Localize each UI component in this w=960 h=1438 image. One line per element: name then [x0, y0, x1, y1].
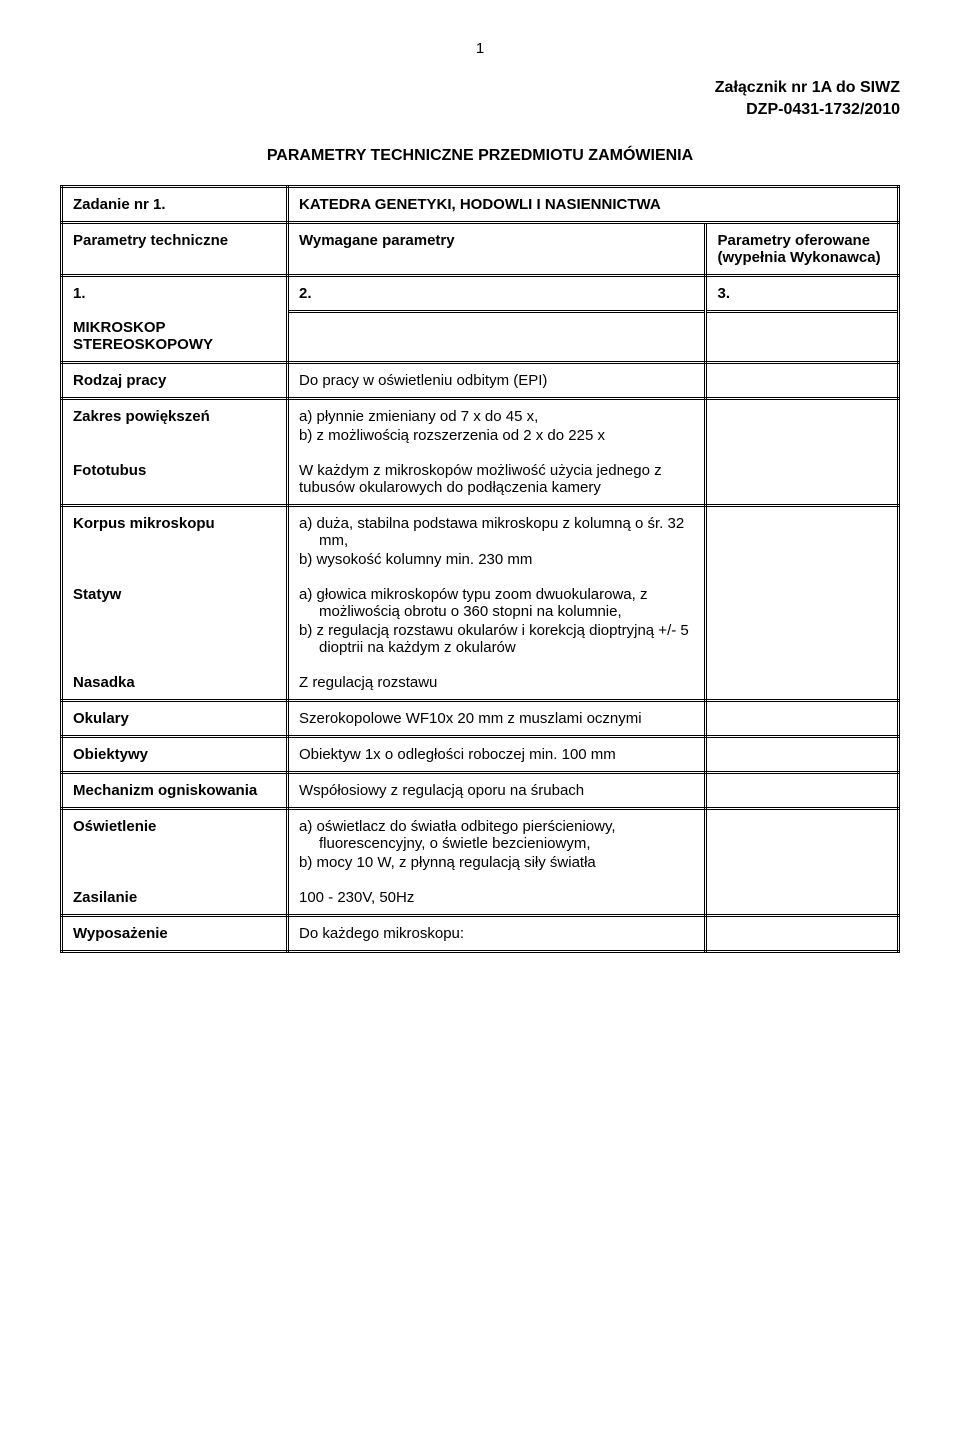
task-number-cell: Zadanie nr 1.	[62, 186, 288, 222]
row-label: Fototubus	[62, 454, 288, 506]
table-row: Zasilanie 100 - 230V, 50Hz	[62, 881, 899, 916]
table-row: Obiektywy Obiektyw 1x o odległości roboc…	[62, 737, 899, 773]
row-offered	[706, 809, 899, 882]
param-tech-label: Parametry techniczne	[62, 222, 288, 275]
row-content: a) płynnie zmieniany od 7 x do 45 x, b) …	[287, 399, 706, 455]
page-number: 1	[60, 40, 900, 57]
table-row: Wyposażenie Do każdego mikroskopu:	[62, 916, 899, 952]
row-offered	[706, 701, 899, 737]
header-right: Załącznik nr 1A do SIWZ DZP-0431-1732/20…	[60, 77, 900, 122]
table-row: Zakres powiększeń a) płynnie zmieniany o…	[62, 399, 899, 455]
row-content: Z regulacją rozstawu	[287, 666, 706, 701]
number-row: 1. 2. 3.	[62, 275, 899, 311]
row-content: Obiektyw 1x o odległości roboczej min. 1…	[287, 737, 706, 773]
row-label: Zakres powiększeń	[62, 399, 288, 455]
row-offered	[706, 506, 899, 579]
row-content: a) duża, stabilna podstawa mikroskopu z …	[287, 506, 706, 579]
list-item: a) płynnie zmieniany od 7 x do 45 x,	[319, 408, 695, 425]
table-param-header-row: Parametry techniczne Wymagane parametry …	[62, 222, 899, 275]
param-offered-label: Parametry oferowane (wypełnia Wykonawca)	[706, 222, 899, 275]
row-label: Mechanizm ogniskowania	[62, 773, 288, 809]
table-row: Okulary Szerokopolowe WF10x 20 mm z musz…	[62, 701, 899, 737]
row-content: 100 - 230V, 50Hz	[287, 881, 706, 916]
num-1: 1.	[62, 275, 288, 311]
device-line2: STEREOSKOPOWY	[73, 336, 213, 353]
num-2: 2.	[287, 275, 706, 311]
list-item: a) duża, stabilna podstawa mikroskopu z …	[319, 515, 695, 549]
row-offered	[706, 916, 899, 952]
row-label: Obiektywy	[62, 737, 288, 773]
row-content: W każdym z mikroskopów możliwość użycia …	[287, 454, 706, 506]
row-label: Okulary	[62, 701, 288, 737]
table-row: Fototubus W każdym z mikroskopów możliwo…	[62, 454, 899, 506]
table-row: Mechanizm ogniskowania Współosiowy z reg…	[62, 773, 899, 809]
header-line2: DZP-0431-1732/2010	[60, 99, 900, 121]
row-content: Do pracy w oświetleniu odbitym (EPI)	[287, 363, 706, 399]
row-label: Statyw	[62, 578, 288, 666]
row-content: Szerokopolowe WF10x 20 mm z muszlami ocz…	[287, 701, 706, 737]
list-item: a) głowica mikroskopów typu zoom dwuokul…	[319, 586, 695, 620]
row-offered	[706, 773, 899, 809]
table-row: Korpus mikroskopu a) duża, stabilna pods…	[62, 506, 899, 579]
row-offered	[706, 881, 899, 916]
device-row: MIKROSKOP STEREOSKOPOWY	[62, 311, 899, 363]
device-line1: MIKROSKOP	[73, 319, 166, 336]
row-label: Nasadka	[62, 666, 288, 701]
row-content: a) oświetlacz do światła odbitego pierśc…	[287, 809, 706, 882]
list-item: b) z regulacją rozstawu okularów i korek…	[319, 622, 695, 656]
table-row: Nasadka Z regulacją rozstawu	[62, 666, 899, 701]
device-name: MIKROSKOP STEREOSKOPOWY	[62, 311, 288, 363]
document-title: PARAMETRY TECHNICZNE PRZEDMIOTU ZAMÓWIEN…	[60, 147, 900, 165]
row-label: Oświetlenie	[62, 809, 288, 882]
row-offered	[706, 363, 899, 399]
row-offered	[706, 399, 899, 455]
row-label: Rodzaj pracy	[62, 363, 288, 399]
table-row: Oświetlenie a) oświetlacz do światła odb…	[62, 809, 899, 882]
row-label: Korpus mikroskopu	[62, 506, 288, 579]
device-empty-2	[287, 311, 706, 363]
row-content: Współosiowy z regulacją oporu na śrubach	[287, 773, 706, 809]
row-offered	[706, 666, 899, 701]
row-label: Wyposażenie	[62, 916, 288, 952]
row-offered	[706, 578, 899, 666]
row-offered	[706, 454, 899, 506]
row-content: Do każdego mikroskopu:	[287, 916, 706, 952]
table-row: Rodzaj pracy Do pracy w oświetleniu odbi…	[62, 363, 899, 399]
table-header-row: Zadanie nr 1. KATEDRA GENETYKI, HODOWLI …	[62, 186, 899, 222]
table-row: Statyw a) głowica mikroskopów typu zoom …	[62, 578, 899, 666]
parameters-table: Zadanie nr 1. KATEDRA GENETYKI, HODOWLI …	[60, 185, 900, 954]
list-item: b) mocy 10 W, z płynną regulacją siły św…	[319, 854, 695, 871]
list-item: b) wysokość kolumny min. 230 mm	[319, 551, 695, 568]
row-label: Zasilanie	[62, 881, 288, 916]
list-item: b) z możliwością rozszerzenia od 2 x do …	[319, 427, 695, 444]
num-3: 3.	[706, 275, 899, 311]
department-cell: KATEDRA GENETYKI, HODOWLI I NASIENNICTWA	[287, 186, 898, 222]
row-offered	[706, 737, 899, 773]
list-item: a) oświetlacz do światła odbitego pierśc…	[319, 818, 695, 852]
header-line1: Załącznik nr 1A do SIWZ	[60, 77, 900, 99]
param-required-label: Wymagane parametry	[287, 222, 706, 275]
device-empty-3	[706, 311, 899, 363]
row-content: a) głowica mikroskopów typu zoom dwuokul…	[287, 578, 706, 666]
